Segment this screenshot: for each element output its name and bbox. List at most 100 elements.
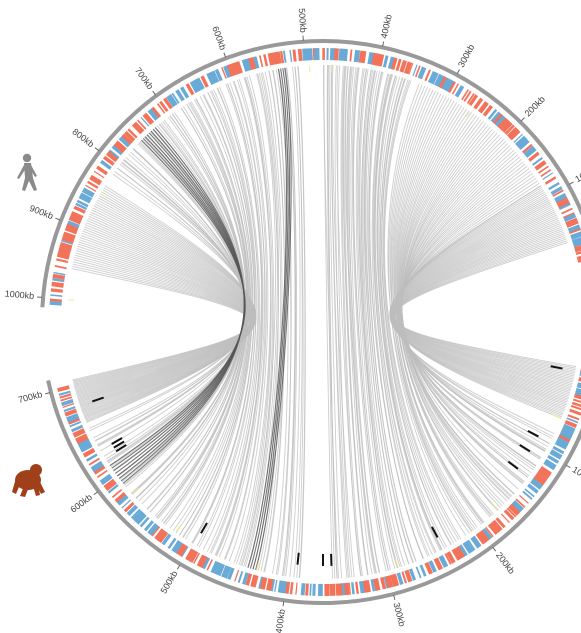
tick-label: 900kb [28,203,54,221]
gene-block [259,576,268,590]
gene-block [543,462,555,471]
tick-label: 600kb [210,25,228,51]
gene-block [396,572,404,585]
gene-block [434,73,443,87]
synteny-link [76,239,253,395]
top-genome-backbone [40,39,581,308]
gene-block [66,413,80,423]
gene-block [564,419,578,429]
gene-block [506,507,517,518]
gene-block [441,77,453,92]
synteny-link [238,77,272,566]
gene-block [353,49,361,63]
gene-block [111,144,124,156]
gene-block [116,140,127,150]
gene-block [93,170,105,179]
gene-block [572,398,581,403]
tick-mark [492,546,497,552]
synteny-link [249,68,289,569]
tick-marks [37,35,574,607]
gene-block [193,77,205,92]
gene-block [130,508,141,519]
gene-block [565,217,579,228]
gene-block [338,48,346,61]
synteny-link [350,67,381,573]
gene-block [180,86,190,99]
gene-block [540,169,552,178]
gene-block [50,294,63,297]
gene-block [362,51,367,64]
gene-block [64,408,78,417]
tick-label: 300kb [391,601,407,627]
gene-block [118,135,132,148]
gene-block [163,97,173,110]
gene-block [448,81,456,93]
gene-block [522,143,533,154]
synteny-link [341,65,363,577]
gene-block [242,572,249,585]
synteny-link [282,67,297,576]
feature-mark [132,487,140,494]
gene-block [284,581,291,594]
gene-block [154,528,167,542]
gene-block [404,569,413,583]
synteny-link [379,77,448,548]
gene-block [132,121,145,134]
gene-block [305,583,309,596]
gene-block [258,576,263,589]
gene-block [516,137,530,151]
gene-block [574,245,581,253]
gene-block [454,545,466,559]
gene-block [54,265,67,270]
gene-block [534,160,547,171]
synteny-link [342,65,369,576]
gene-block [113,141,127,154]
synteny-link [207,87,259,552]
gene-block [570,231,581,240]
synteny-link [353,67,389,571]
gene-block [221,565,232,579]
gene-block [245,573,253,586]
gene-block [147,108,159,121]
synteny-links [71,64,577,579]
gene-block [566,417,579,424]
gene-block [62,231,76,240]
synteny-link [255,67,292,571]
gene-block [412,64,418,77]
synteny-link [74,248,253,391]
gene-block [537,468,550,480]
gene-block [543,458,557,470]
gene-block [185,83,195,96]
synteny-link [384,80,462,540]
synteny-link [346,66,373,575]
synteny-link [397,170,546,451]
gene-block [263,54,269,67]
gene-block [358,580,365,594]
gene-block [457,544,468,558]
gene-block [96,469,108,479]
tick-mark [568,181,574,185]
tick-label: 500kb [297,8,309,33]
gene-block [490,111,502,123]
synteny-link [271,69,289,575]
synteny-link [156,112,247,519]
gene-block [348,582,351,595]
gene-block [556,436,570,447]
gene-block [532,156,543,166]
synteny-link [344,66,369,576]
gene-block [335,583,343,596]
gene-block [340,583,345,596]
tick-label: 700kb [133,65,156,91]
synteny-link [334,65,351,578]
synteny-link [73,261,252,384]
synteny-link [400,143,534,471]
gene-block [461,89,469,101]
gene-block [111,488,123,498]
gene-block [542,172,554,180]
gene-block [533,472,548,485]
gene-block [96,165,108,176]
gene-block [126,504,139,516]
gene-block [140,116,150,127]
gene-block [78,439,92,450]
